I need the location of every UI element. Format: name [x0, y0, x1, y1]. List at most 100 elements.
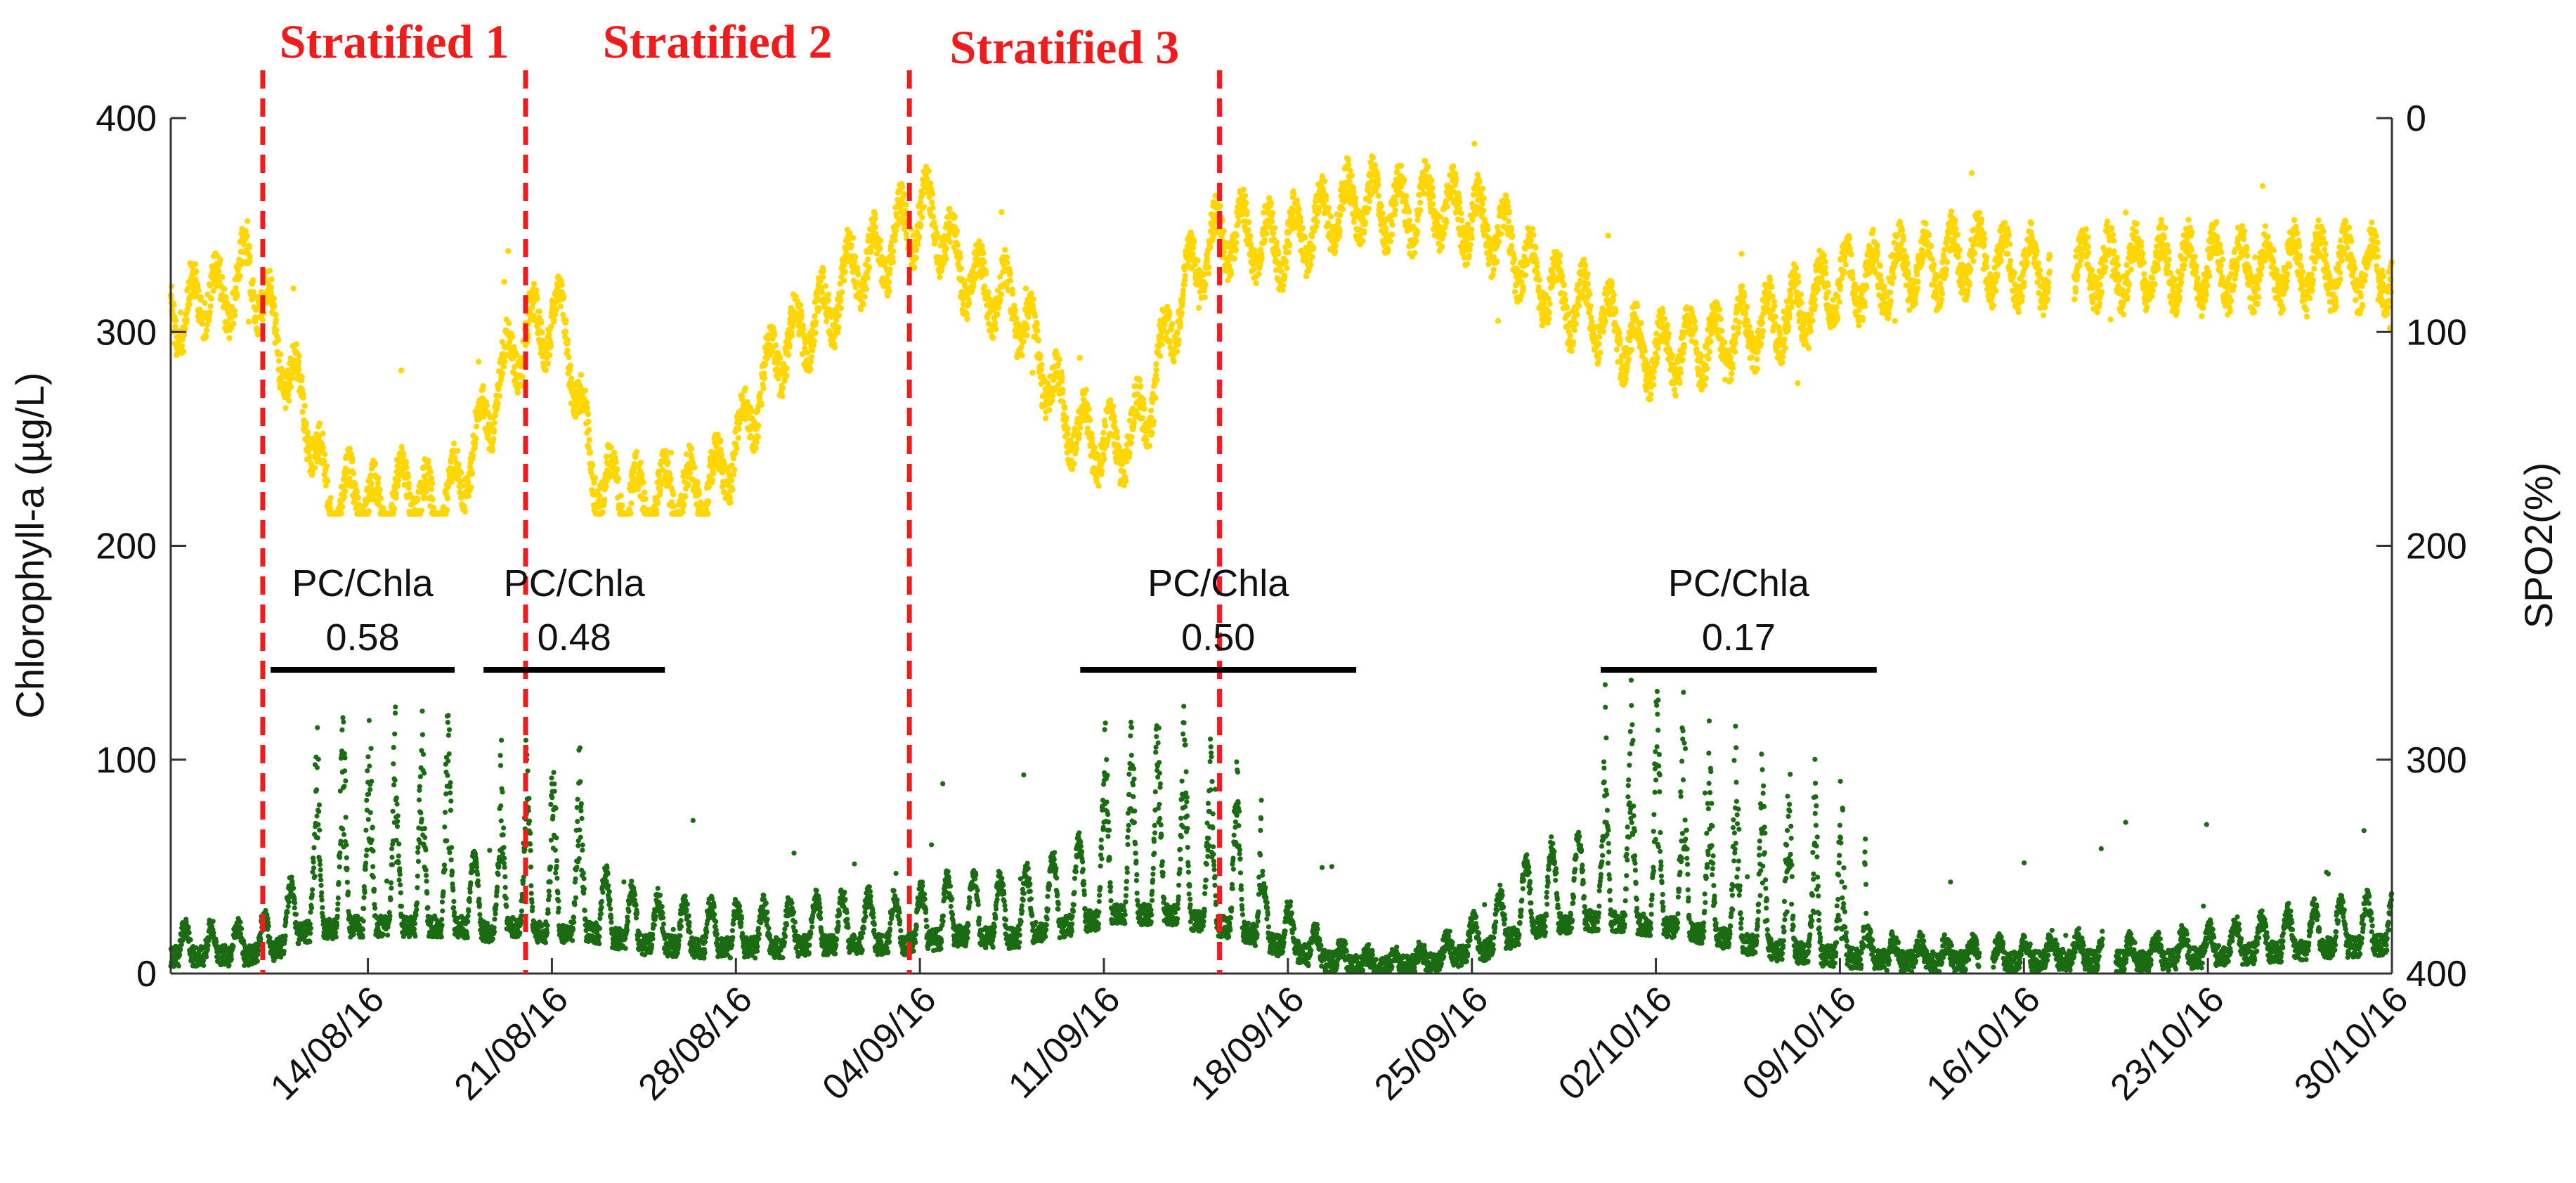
spo2-point	[630, 469, 637, 475]
spo2-point	[916, 233, 923, 240]
spo2-point	[1065, 425, 1071, 432]
spo2-point	[705, 510, 711, 517]
spo2-point	[465, 479, 471, 486]
spo2-point	[1256, 271, 1262, 277]
spo2-point	[852, 284, 859, 290]
spo2-point	[739, 396, 746, 402]
spo2-point	[273, 327, 280, 333]
spo2-point	[1413, 238, 1419, 245]
spo2-point	[608, 444, 614, 451]
spo2-point	[401, 451, 407, 457]
spo2-point	[490, 429, 497, 435]
spo2-point	[1597, 349, 1604, 356]
spo2-point	[957, 254, 963, 261]
spo2-point	[937, 274, 943, 280]
spo2-point	[783, 372, 790, 379]
spo2-point	[670, 491, 677, 498]
spo2-point	[1559, 273, 1566, 280]
spo2-point	[668, 449, 675, 456]
spo2-point	[1403, 193, 1410, 199]
spo2-point	[1037, 352, 1043, 358]
spo2-point	[1004, 259, 1010, 266]
spo2-point	[717, 446, 724, 453]
spo2-point	[1546, 316, 1552, 322]
spo2-point	[531, 312, 537, 319]
spo2-point	[1245, 227, 1251, 233]
spo2-point	[850, 235, 857, 241]
spo2-point	[377, 496, 384, 502]
spo2-point	[1556, 252, 1563, 259]
spo2-point	[415, 496, 421, 502]
spo2-point	[1083, 387, 1089, 393]
spo2-point	[930, 214, 937, 220]
spo2-point	[994, 311, 1001, 318]
spo2-point	[1679, 356, 1686, 363]
spo2-point	[982, 271, 989, 277]
spo2-point	[657, 488, 663, 494]
spo2-point	[1509, 233, 1516, 239]
spo2-point	[339, 503, 346, 510]
spo2-point	[1414, 229, 1421, 235]
spo2-point	[391, 505, 397, 512]
spo2-point	[1654, 354, 1660, 361]
spo2-point	[1374, 176, 1381, 183]
spo2-point	[903, 202, 909, 208]
spo2-point	[1466, 252, 1472, 259]
spo2-point	[788, 332, 795, 339]
spo2-point	[797, 302, 804, 309]
spo2-point	[533, 287, 540, 294]
spo2-point	[1240, 186, 1247, 193]
spo2-point	[1655, 345, 1661, 351]
spo2-point	[947, 205, 953, 212]
spo2-point	[324, 478, 331, 484]
spo2-point	[327, 500, 333, 507]
spo2-point	[1485, 226, 1491, 233]
spo2-point	[1458, 210, 1464, 216]
spo2-point	[183, 316, 190, 323]
spo2-point	[1105, 437, 1111, 443]
spo2-point	[901, 191, 907, 198]
spo2-point	[346, 475, 353, 481]
spo2-point	[216, 268, 222, 275]
spo2-point	[1235, 219, 1242, 225]
spo2-point	[465, 493, 471, 499]
spo2-point	[1587, 291, 1593, 297]
spo2-point	[687, 470, 694, 477]
spo2-point	[296, 353, 302, 359]
spo2-point	[632, 454, 639, 460]
spo2-point	[592, 474, 598, 481]
spo2-point	[561, 293, 567, 300]
spo2-point	[346, 446, 353, 452]
spo2-point	[539, 329, 545, 336]
spo2-point	[1204, 256, 1211, 262]
spo2-point	[1166, 311, 1173, 318]
spo2-point	[958, 265, 965, 272]
spo2-point	[306, 453, 313, 460]
spo2-point	[473, 423, 480, 429]
spo2-point	[244, 218, 251, 224]
spo2-point	[206, 317, 212, 323]
spo2-point	[1337, 212, 1344, 218]
spo2-point	[483, 402, 490, 408]
spo2-point	[221, 285, 228, 292]
spo2-point	[282, 405, 289, 411]
spo2-point	[947, 238, 954, 245]
spo2-point	[1736, 319, 1743, 325]
spo2-point	[531, 280, 538, 287]
spo2-point	[193, 269, 200, 275]
spo2-point	[1029, 370, 1036, 376]
spo2-point	[1173, 348, 1180, 355]
spo2-point	[943, 256, 949, 262]
spo2-point	[954, 242, 961, 248]
spo2-point	[586, 427, 592, 433]
spo2-point	[1247, 233, 1254, 240]
spo2-point	[286, 397, 292, 404]
spo2-point	[1091, 444, 1098, 451]
spo2-point	[1243, 200, 1249, 206]
spo2-point	[688, 445, 695, 452]
spo2-point	[877, 238, 884, 244]
spo2-point	[1698, 353, 1705, 359]
spo2-point	[1138, 383, 1144, 389]
spo2-point	[1605, 232, 1611, 239]
spo2-point	[993, 326, 999, 332]
